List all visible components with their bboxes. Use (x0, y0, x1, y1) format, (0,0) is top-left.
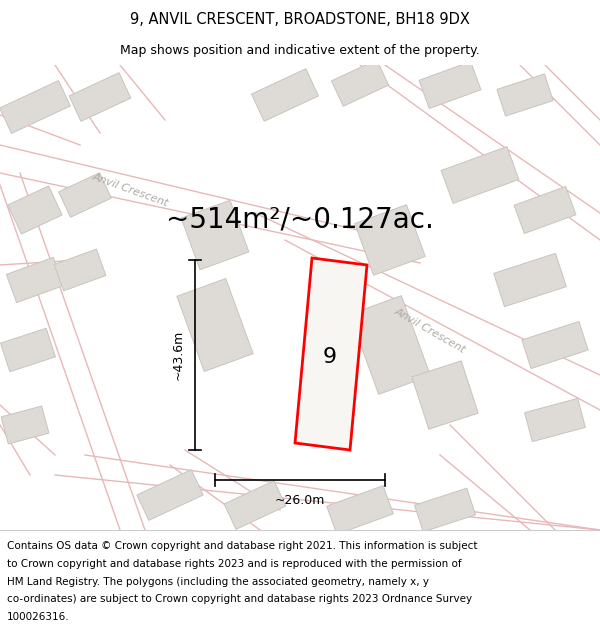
Text: ~514m²/~0.127ac.: ~514m²/~0.127ac. (166, 206, 434, 234)
Polygon shape (251, 69, 319, 121)
Polygon shape (350, 296, 430, 394)
Text: Contains OS data © Crown copyright and database right 2021. This information is : Contains OS data © Crown copyright and d… (7, 541, 478, 551)
Text: Map shows position and indicative extent of the property.: Map shows position and indicative extent… (120, 44, 480, 58)
Polygon shape (497, 74, 553, 116)
Polygon shape (331, 60, 389, 106)
Text: Anvil Crescent: Anvil Crescent (392, 306, 467, 354)
Text: HM Land Registry. The polygons (including the associated geometry, namely x, y: HM Land Registry. The polygons (includin… (7, 576, 429, 586)
Text: Anvil Crescent: Anvil Crescent (91, 171, 169, 209)
Text: to Crown copyright and database rights 2023 and is reproduced with the permissio: to Crown copyright and database rights 2… (7, 559, 462, 569)
Polygon shape (1, 406, 49, 444)
Text: 9, ANVIL CRESCENT, BROADSTONE, BH18 9DX: 9, ANVIL CRESCENT, BROADSTONE, BH18 9DX (130, 12, 470, 27)
Polygon shape (295, 258, 367, 450)
Polygon shape (137, 469, 203, 521)
Polygon shape (181, 200, 249, 270)
Polygon shape (326, 486, 394, 534)
Polygon shape (419, 61, 481, 109)
Polygon shape (8, 186, 62, 234)
Text: co-ordinates) are subject to Crown copyright and database rights 2023 Ordnance S: co-ordinates) are subject to Crown copyr… (7, 594, 472, 604)
Polygon shape (177, 279, 253, 371)
Polygon shape (415, 488, 475, 532)
Polygon shape (224, 481, 286, 529)
Polygon shape (1, 328, 55, 372)
Polygon shape (524, 398, 586, 442)
Polygon shape (494, 253, 566, 307)
Polygon shape (69, 72, 131, 121)
Polygon shape (0, 81, 70, 133)
Polygon shape (514, 186, 576, 234)
Text: 100026316.: 100026316. (7, 612, 70, 622)
Text: ~43.6m: ~43.6m (172, 330, 185, 380)
Polygon shape (59, 173, 112, 218)
Text: ~26.0m: ~26.0m (275, 494, 325, 507)
Polygon shape (355, 205, 425, 275)
Polygon shape (412, 361, 478, 429)
Polygon shape (54, 249, 106, 291)
Text: 9: 9 (323, 347, 337, 367)
Polygon shape (7, 258, 64, 302)
Polygon shape (522, 321, 588, 369)
Polygon shape (441, 147, 519, 203)
